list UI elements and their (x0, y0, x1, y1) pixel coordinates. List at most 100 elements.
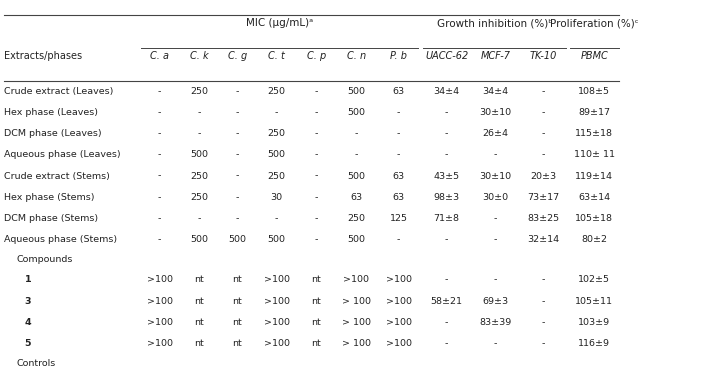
Text: C. n: C. n (347, 51, 366, 61)
Text: nt: nt (233, 297, 242, 306)
Text: -: - (158, 172, 161, 180)
Text: nt: nt (233, 318, 242, 327)
Text: 250: 250 (268, 87, 286, 96)
Text: -: - (158, 129, 161, 138)
Text: C. t: C. t (269, 51, 285, 61)
Text: -: - (235, 87, 239, 96)
Text: 119±14: 119±14 (575, 172, 613, 180)
Text: 80±2: 80±2 (582, 235, 607, 244)
Text: >100: >100 (264, 339, 290, 348)
Text: TK-10: TK-10 (529, 51, 557, 61)
Text: 69±3: 69±3 (482, 297, 508, 306)
Text: 4: 4 (25, 318, 31, 327)
Text: -: - (275, 214, 278, 223)
Text: -: - (445, 276, 448, 284)
Text: C. p: C. p (307, 51, 326, 61)
Text: -: - (445, 150, 448, 159)
Text: nt: nt (312, 318, 321, 327)
Text: 108±5: 108±5 (578, 87, 611, 96)
Text: P. b: P. b (390, 51, 407, 61)
Text: 500: 500 (190, 150, 208, 159)
Text: -: - (197, 214, 201, 223)
Text: 250: 250 (190, 172, 208, 180)
Text: -: - (314, 214, 318, 223)
Text: >100: >100 (386, 318, 412, 327)
Text: -: - (314, 193, 318, 202)
Text: Compounds: Compounds (16, 255, 73, 264)
Text: 500: 500 (348, 108, 365, 117)
Text: -: - (493, 276, 497, 284)
Text: Aqueous phase (Leaves): Aqueous phase (Leaves) (4, 150, 120, 159)
Text: 63: 63 (393, 87, 405, 96)
Text: nt: nt (195, 318, 204, 327)
Text: Crude extract (Stems): Crude extract (Stems) (4, 172, 109, 180)
Text: 250: 250 (190, 87, 208, 96)
Text: 63±14: 63±14 (578, 193, 611, 202)
Text: >100: >100 (264, 297, 290, 306)
Text: -: - (314, 172, 318, 180)
Text: DCM phase (Leaves): DCM phase (Leaves) (4, 129, 101, 138)
Text: -: - (158, 235, 161, 244)
Text: 125: 125 (390, 214, 407, 223)
Text: 103±9: 103±9 (578, 318, 611, 327)
Text: -: - (541, 150, 545, 159)
Text: -: - (235, 150, 239, 159)
Text: -: - (158, 87, 161, 96)
Text: 500: 500 (348, 235, 365, 244)
Text: 500: 500 (348, 172, 365, 180)
Text: 500: 500 (348, 87, 365, 96)
Text: nt: nt (195, 276, 204, 284)
Text: > 100: > 100 (342, 339, 371, 348)
Text: 20±3: 20±3 (530, 172, 556, 180)
Text: -: - (445, 108, 448, 117)
Text: 250: 250 (268, 129, 286, 138)
Text: -: - (493, 150, 497, 159)
Text: -: - (314, 129, 318, 138)
Text: 250: 250 (190, 193, 208, 202)
Text: -: - (397, 129, 400, 138)
Text: 30±10: 30±10 (479, 108, 511, 117)
Text: 110± 11: 110± 11 (574, 150, 615, 159)
Text: 5: 5 (25, 339, 31, 348)
Text: 34±4: 34±4 (482, 87, 508, 96)
Text: -: - (235, 193, 239, 202)
Text: Crude extract (Leaves): Crude extract (Leaves) (4, 87, 113, 96)
Text: -: - (314, 150, 318, 159)
Text: 26±4: 26±4 (482, 129, 508, 138)
Text: 30: 30 (271, 193, 283, 202)
Text: nt: nt (195, 297, 204, 306)
Text: 3: 3 (25, 297, 31, 306)
Text: C. g: C. g (228, 51, 247, 61)
Text: C. a: C. a (150, 51, 169, 61)
Text: -: - (158, 193, 161, 202)
Text: -: - (397, 150, 400, 159)
Text: >100: >100 (264, 318, 290, 327)
Text: -: - (158, 108, 161, 117)
Text: -: - (235, 172, 239, 180)
Text: Controls: Controls (16, 359, 56, 366)
Text: >100: >100 (147, 339, 173, 348)
Text: -: - (314, 87, 318, 96)
Text: 32±14: 32±14 (527, 235, 559, 244)
Text: >100: >100 (343, 276, 369, 284)
Text: > 100: > 100 (342, 318, 371, 327)
Text: 73±17: 73±17 (527, 193, 559, 202)
Text: C. k: C. k (190, 51, 209, 61)
Text: 89±17: 89±17 (578, 108, 611, 117)
Text: >100: >100 (386, 297, 412, 306)
Text: -: - (158, 150, 161, 159)
Text: 63: 63 (350, 193, 362, 202)
Text: -: - (314, 235, 318, 244)
Text: -: - (445, 339, 448, 348)
Text: 43±5: 43±5 (434, 172, 460, 180)
Text: -: - (197, 108, 201, 117)
Text: 30±0: 30±0 (482, 193, 508, 202)
Text: -: - (445, 318, 448, 327)
Text: -: - (397, 108, 400, 117)
Text: -: - (493, 339, 497, 348)
Text: nt: nt (312, 276, 321, 284)
Text: 34±4: 34±4 (434, 87, 460, 96)
Text: -: - (541, 129, 545, 138)
Text: 250: 250 (268, 172, 286, 180)
Text: 98±3: 98±3 (434, 193, 460, 202)
